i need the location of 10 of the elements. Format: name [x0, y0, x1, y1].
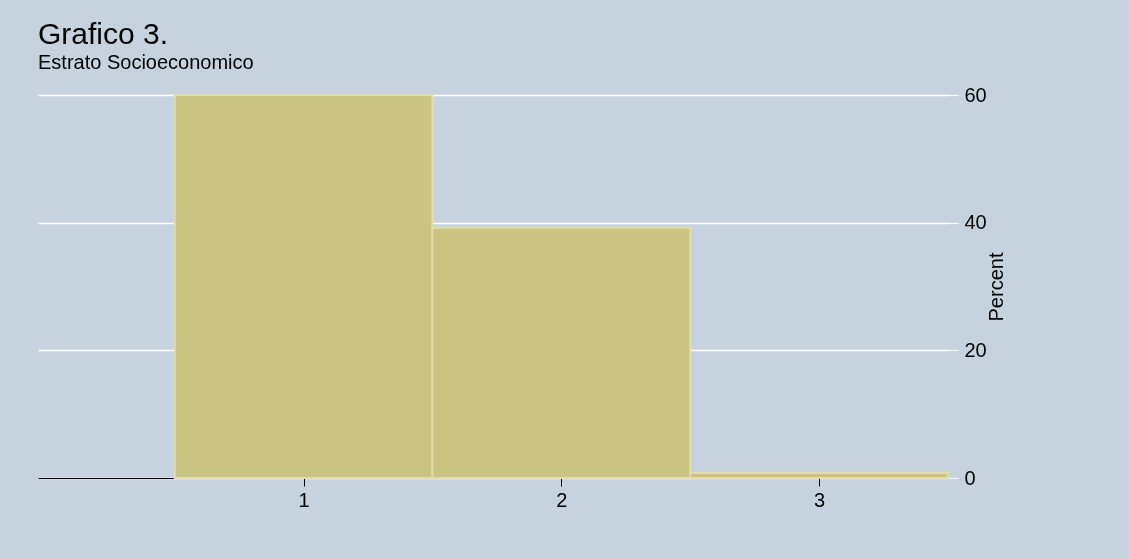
y-tick-label: 60	[964, 83, 987, 106]
x-tick-label: 1	[298, 488, 310, 511]
x-tick-label: 2	[556, 488, 568, 511]
x-tick-label: 3	[814, 488, 826, 511]
y-axis-title: Percent	[984, 252, 1007, 322]
y-tick-label: 0	[964, 466, 976, 489]
y-tick-label: 20	[964, 338, 987, 361]
y-tick-label: 40	[964, 211, 987, 234]
chart-title: Grafico 3.	[38, 17, 169, 50]
chart-subtitle: Estrato Socioeconomico	[38, 51, 254, 73]
